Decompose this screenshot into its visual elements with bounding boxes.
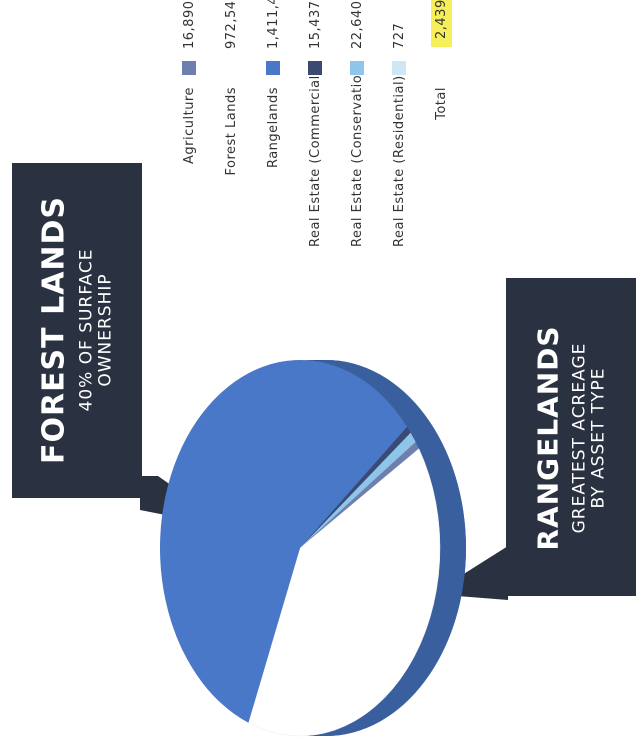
- pie-slice-rangelands: [159, 359, 408, 723]
- forest-callout-subtitle-1: 40% OF SURFACE: [76, 248, 97, 412]
- legend-item-label: Real Estate (Commercial): [307, 69, 323, 247]
- pie-slice-real-estate-conservation: [300, 432, 416, 548]
- legend-swatch: [392, 61, 406, 75]
- legend-item: Real Estate (Conservation) 22,640: [336, 0, 378, 248]
- legend-item-value: 16,890: [181, 0, 197, 50]
- legend-item: Real Estate (Commercial) 15,437: [294, 0, 336, 248]
- forest-callout-title: FOREST LANDS: [36, 195, 72, 465]
- forest-callout-subtitle-2: OWNERSHIP: [95, 273, 115, 387]
- forest-callout: FOREST LANDS 40% OF SURFACE OWNERSHIP: [36, 195, 115, 465]
- legend-item-label: Rangelands: [265, 87, 281, 169]
- legend-item: Agriculture 16,890: [168, 0, 210, 247]
- legend-total-label: Total: [433, 87, 449, 120]
- legend-item-value: 22,640: [349, 0, 365, 50]
- legend-swatch: [266, 61, 280, 75]
- pie-slice-real-estate-residential: [300, 441, 416, 548]
- legend: Agriculture 16,890 Forest Lands 972,546 Rang…: [168, 0, 462, 247]
- legend-item-label: Real Estate (Residential): [391, 75, 407, 247]
- legend-item-label: Agriculture: [181, 87, 197, 164]
- range-callout-subtitle-1: GREATEST ACREAGE: [569, 342, 590, 534]
- pie-slice-forest-lands: [248, 448, 441, 737]
- legend-swatch: [224, 61, 238, 75]
- range-callout: RANGELANDS GREATEST ACREAGE BY ASSET TYP…: [531, 325, 608, 551]
- range-callout-title: RANGELANDS: [531, 325, 565, 551]
- legend-item: Rangelands 1,411,452: [252, 0, 294, 247]
- legend-swatch: [350, 61, 364, 75]
- pie-slice-agriculture: [300, 441, 419, 548]
- legend-item: Forest Lands 972,546: [210, 0, 252, 247]
- legend-swatch: [182, 61, 196, 75]
- range-callout-subtitle-2: BY ASSET TYPE: [588, 367, 608, 509]
- legend-item-value: 1,411,452: [265, 0, 281, 49]
- pie-slices: [159, 359, 466, 737]
- legend-total-row: Total 2,439,692: [420, 0, 462, 247]
- legend-item: Real Estate (Residential) 727: [378, 0, 420, 247]
- legend-item-label: Forest Lands: [223, 87, 239, 176]
- legend-swatch: [308, 61, 322, 75]
- legend-total-value: 2,439,692: [430, 0, 452, 47]
- legend-item-value: 15,437: [307, 0, 323, 50]
- legend-item-label: Real Estate (Conservation): [349, 60, 365, 247]
- pie-slice-real-estate-commercial: [300, 426, 411, 548]
- legend-item-value: 972,546: [223, 0, 239, 49]
- legend-item-value: 727: [391, 22, 407, 49]
- range-callout-box: [432, 278, 636, 600]
